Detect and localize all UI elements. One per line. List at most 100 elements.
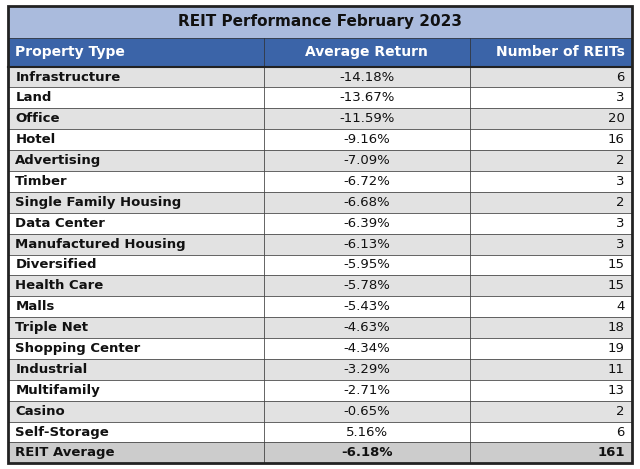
- Text: -6.68%: -6.68%: [344, 196, 390, 209]
- Bar: [470, 422, 632, 442]
- Bar: [264, 401, 470, 422]
- Text: Manufactured Housing: Manufactured Housing: [15, 238, 186, 250]
- Text: Land: Land: [15, 91, 52, 105]
- Bar: [264, 234, 470, 255]
- Text: Office: Office: [15, 112, 60, 125]
- Text: Infrastructure: Infrastructure: [15, 70, 120, 83]
- Text: 15: 15: [607, 280, 625, 292]
- Text: -7.09%: -7.09%: [344, 154, 390, 167]
- Bar: [264, 171, 470, 192]
- Bar: [470, 380, 632, 401]
- Bar: [264, 275, 470, 296]
- Text: 6: 6: [616, 425, 625, 439]
- Text: 16: 16: [608, 133, 625, 146]
- Bar: [8, 192, 264, 213]
- Bar: [8, 296, 264, 317]
- Text: -5.78%: -5.78%: [344, 280, 390, 292]
- Bar: [8, 338, 264, 359]
- Text: 19: 19: [608, 342, 625, 355]
- Text: -5.43%: -5.43%: [344, 300, 390, 313]
- Text: 2: 2: [616, 154, 625, 167]
- Bar: [8, 129, 264, 150]
- Text: -6.13%: -6.13%: [344, 238, 390, 250]
- Text: REIT Average: REIT Average: [15, 446, 115, 460]
- Text: -2.71%: -2.71%: [343, 384, 390, 397]
- Text: Advertising: Advertising: [15, 154, 102, 167]
- Bar: [8, 422, 264, 442]
- Bar: [264, 192, 470, 213]
- Bar: [470, 192, 632, 213]
- Bar: [470, 275, 632, 296]
- Bar: [470, 38, 632, 67]
- Bar: [264, 67, 470, 88]
- Bar: [470, 359, 632, 380]
- Text: -6.72%: -6.72%: [344, 175, 390, 188]
- Bar: [264, 359, 470, 380]
- Text: 2: 2: [616, 196, 625, 209]
- Text: 3: 3: [616, 91, 625, 105]
- Bar: [264, 338, 470, 359]
- Bar: [470, 213, 632, 234]
- Text: Health Care: Health Care: [15, 280, 104, 292]
- Bar: [470, 255, 632, 275]
- Bar: [264, 213, 470, 234]
- Text: Triple Net: Triple Net: [15, 321, 88, 334]
- Text: 11: 11: [607, 363, 625, 376]
- Text: Hotel: Hotel: [15, 133, 56, 146]
- Text: Self-Storage: Self-Storage: [15, 425, 109, 439]
- Bar: [470, 67, 632, 88]
- Bar: [8, 171, 264, 192]
- Text: -4.34%: -4.34%: [344, 342, 390, 355]
- Bar: [8, 401, 264, 422]
- Bar: [470, 296, 632, 317]
- Text: 3: 3: [616, 238, 625, 250]
- Bar: [264, 422, 470, 442]
- Text: Average Return: Average Return: [305, 45, 428, 59]
- Text: -13.67%: -13.67%: [339, 91, 394, 105]
- Text: -6.39%: -6.39%: [344, 217, 390, 230]
- Bar: [264, 150, 470, 171]
- Text: -11.59%: -11.59%: [339, 112, 394, 125]
- Text: -6.18%: -6.18%: [341, 446, 392, 460]
- Text: 18: 18: [608, 321, 625, 334]
- Text: -4.63%: -4.63%: [344, 321, 390, 334]
- Bar: [8, 380, 264, 401]
- Bar: [264, 442, 470, 463]
- Bar: [8, 275, 264, 296]
- Text: 6: 6: [616, 70, 625, 83]
- Text: 161: 161: [597, 446, 625, 460]
- Bar: [470, 150, 632, 171]
- Bar: [470, 338, 632, 359]
- Text: -5.95%: -5.95%: [344, 258, 390, 272]
- Bar: [264, 108, 470, 129]
- Bar: [8, 317, 264, 338]
- Text: 3: 3: [616, 217, 625, 230]
- Text: Single Family Housing: Single Family Housing: [15, 196, 182, 209]
- Bar: [470, 317, 632, 338]
- Text: Industrial: Industrial: [15, 363, 88, 376]
- Bar: [264, 129, 470, 150]
- Text: Diversified: Diversified: [15, 258, 97, 272]
- Bar: [264, 38, 470, 67]
- Text: Multifamily: Multifamily: [15, 384, 100, 397]
- Bar: [8, 359, 264, 380]
- Text: Data Center: Data Center: [15, 217, 105, 230]
- Text: 3: 3: [616, 175, 625, 188]
- Text: 5.16%: 5.16%: [346, 425, 388, 439]
- Text: -0.65%: -0.65%: [344, 405, 390, 418]
- Bar: [470, 401, 632, 422]
- Text: Shopping Center: Shopping Center: [15, 342, 141, 355]
- Bar: [8, 442, 264, 463]
- Text: -3.29%: -3.29%: [344, 363, 390, 376]
- Bar: [8, 67, 264, 88]
- Text: 13: 13: [607, 384, 625, 397]
- Bar: [8, 38, 264, 67]
- Bar: [8, 150, 264, 171]
- Text: 15: 15: [607, 258, 625, 272]
- Text: -14.18%: -14.18%: [339, 70, 394, 83]
- Bar: [470, 171, 632, 192]
- Bar: [470, 234, 632, 255]
- Text: 2: 2: [616, 405, 625, 418]
- Bar: [470, 442, 632, 463]
- Text: -9.16%: -9.16%: [344, 133, 390, 146]
